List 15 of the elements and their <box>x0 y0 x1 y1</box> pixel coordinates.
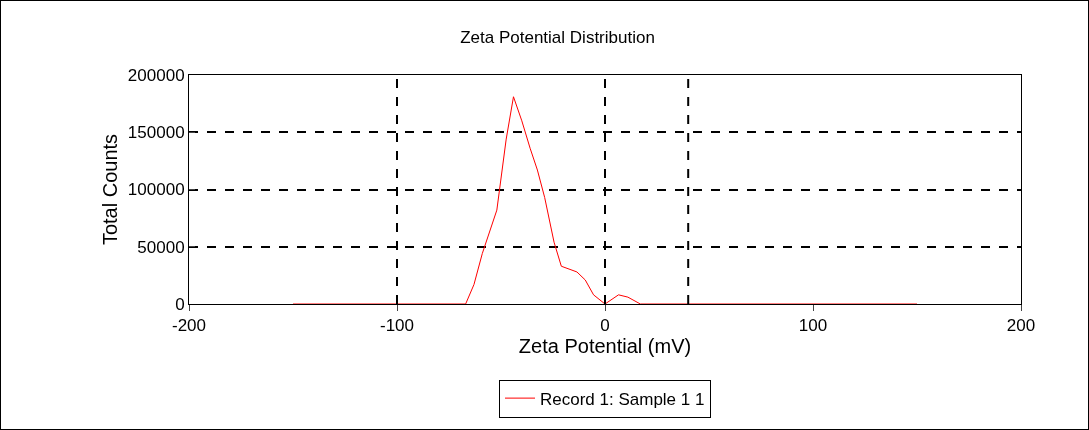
legend-label: Record 1: Sample 1 1 <box>540 389 705 409</box>
x-tick-label: 0 <box>600 316 610 336</box>
x-tick-label: 100 <box>798 316 828 336</box>
line-series <box>292 96 918 304</box>
y-tick-label: 200000 <box>127 65 185 85</box>
chart-title: Zeta Potential Distribution <box>460 27 655 47</box>
x-tick-label: -200 <box>171 316 207 336</box>
x-axis-title: Zeta Potential (mV) <box>518 335 692 358</box>
x-tick-label: 200 <box>1006 316 1036 336</box>
y-tick-label: 100000 <box>127 180 185 200</box>
y-axis-title: Total Counts <box>99 133 122 246</box>
y-tick-label: 50000 <box>137 237 185 257</box>
y-tick-label: 0 <box>175 294 185 314</box>
x-tick-label: -100 <box>379 316 415 336</box>
y-tick-label: 150000 <box>127 123 185 143</box>
